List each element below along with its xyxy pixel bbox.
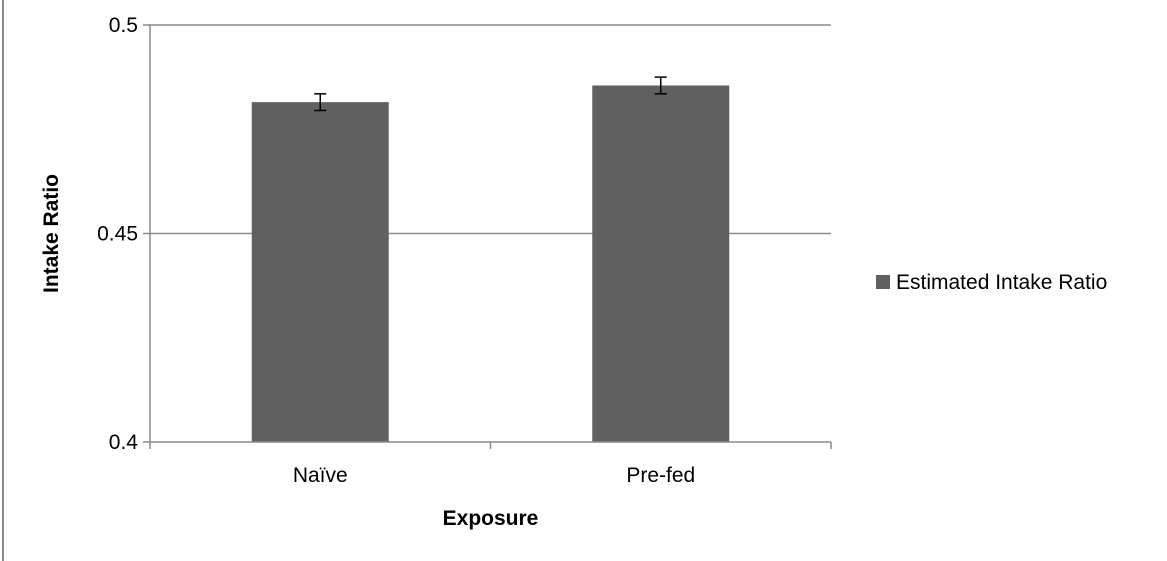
bar [592, 85, 730, 442]
y-tick-label: 0.45 [97, 223, 138, 246]
x-axis-title: Exposure [443, 507, 539, 530]
legend: Estimated Intake Ratio [876, 271, 1107, 294]
legend-label: Estimated Intake Ratio [896, 271, 1107, 294]
bars [251, 85, 730, 443]
bar [251, 102, 389, 443]
y-tick-label: 0.4 [109, 431, 139, 454]
error-bar [654, 76, 667, 95]
x-ticks: Naïve Pre-fed [149, 442, 832, 487]
error-bars [314, 76, 667, 112]
y-axis-title: Intake Ratio [40, 174, 63, 293]
y-tick-label: 0.5 [109, 14, 138, 37]
legend-swatch [876, 275, 890, 289]
y-ticks: 0.4 0.45 0.5 [97, 14, 150, 454]
error-bar [314, 93, 327, 112]
x-tick-label: Pre-fed [626, 464, 695, 487]
x-tick-label: Naïve [293, 464, 348, 487]
